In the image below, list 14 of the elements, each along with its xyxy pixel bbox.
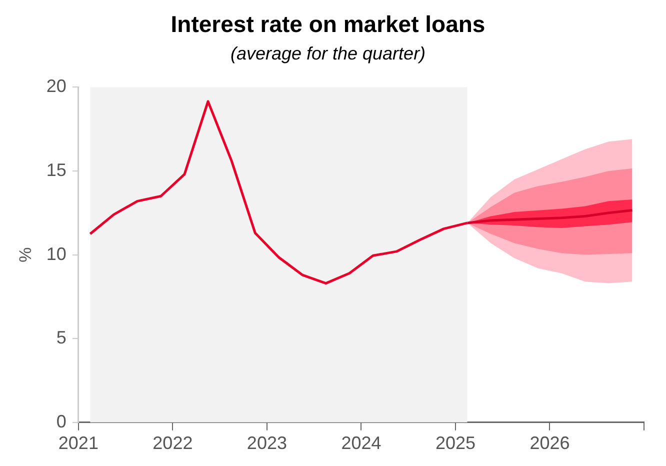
- y-tick-label: 20: [46, 76, 66, 96]
- x-tick-label: 2023: [246, 433, 287, 454]
- x-tick-label: 2026: [530, 433, 570, 454]
- y-axis-title: %: [16, 247, 35, 262]
- chart-title: Interest rate on market loans: [170, 11, 486, 38]
- y-tick-label: 10: [46, 244, 66, 264]
- x-tick-label: 2022: [152, 433, 193, 454]
- y-tick-label: 0: [56, 411, 66, 432]
- x-tick-label: 2021: [58, 433, 98, 454]
- y-tick-label: 5: [56, 328, 66, 348]
- chart-subtitle: (average for the quarter): [230, 43, 426, 64]
- x-tick-label: 2025: [435, 433, 476, 454]
- y-tick-label: 15: [46, 160, 66, 180]
- x-tick-label: 2024: [341, 433, 382, 454]
